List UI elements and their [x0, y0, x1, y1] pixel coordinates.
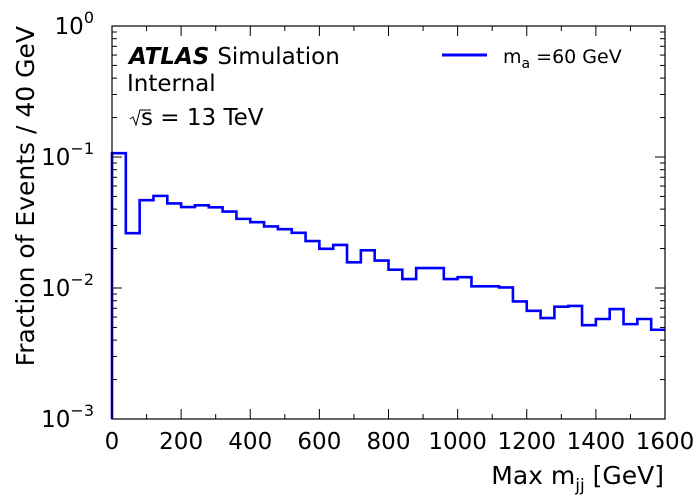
y-axis-title: Fraction of Events / 40 GeV [11, 26, 40, 366]
x-tick-labels: 0 200 400 600 800 1000 1200 1400 1600 [105, 429, 695, 455]
histogram-series [110, 151, 665, 419]
energy-label: s = 13 TeV [129, 105, 264, 131]
atlas-status-text: Simulation [217, 44, 340, 70]
x-tick-label: 1400 [567, 429, 626, 455]
y-tick-label: 100 [55, 8, 94, 40]
x-tick-label: 1600 [636, 429, 695, 455]
x-tick-label: 200 [159, 429, 203, 455]
internal-label: Internal [127, 71, 216, 97]
energy-text: s = 13 TeV [141, 105, 264, 131]
x-tick-label: 400 [228, 429, 272, 455]
plot-frame [111, 25, 666, 420]
x-axis-title: Max mjj [GeV] [491, 461, 664, 496]
series-line-0 [110, 151, 665, 419]
atlas-label: ATLAS Simulation [127, 44, 340, 70]
y-tick-labels: 10−3 10−2 10−1 100 [41, 8, 94, 433]
x-tick-label: 600 [297, 429, 341, 455]
x-tick-label: 0 [105, 429, 120, 455]
x-tick-label: 1000 [428, 429, 487, 455]
x-tick-label: 800 [367, 429, 411, 455]
legend: ma =60 GeV [442, 46, 622, 72]
atlas-experiment-text: ATLAS [127, 44, 209, 70]
sqrt-icon [129, 109, 151, 127]
legend-label: ma =60 GeV [503, 46, 622, 72]
y-tick-label: 10−1 [41, 139, 94, 171]
y-tick-label: 10−3 [41, 401, 94, 433]
x-tick-label: 1200 [497, 429, 556, 455]
y-tick-label: 10−2 [41, 270, 94, 302]
